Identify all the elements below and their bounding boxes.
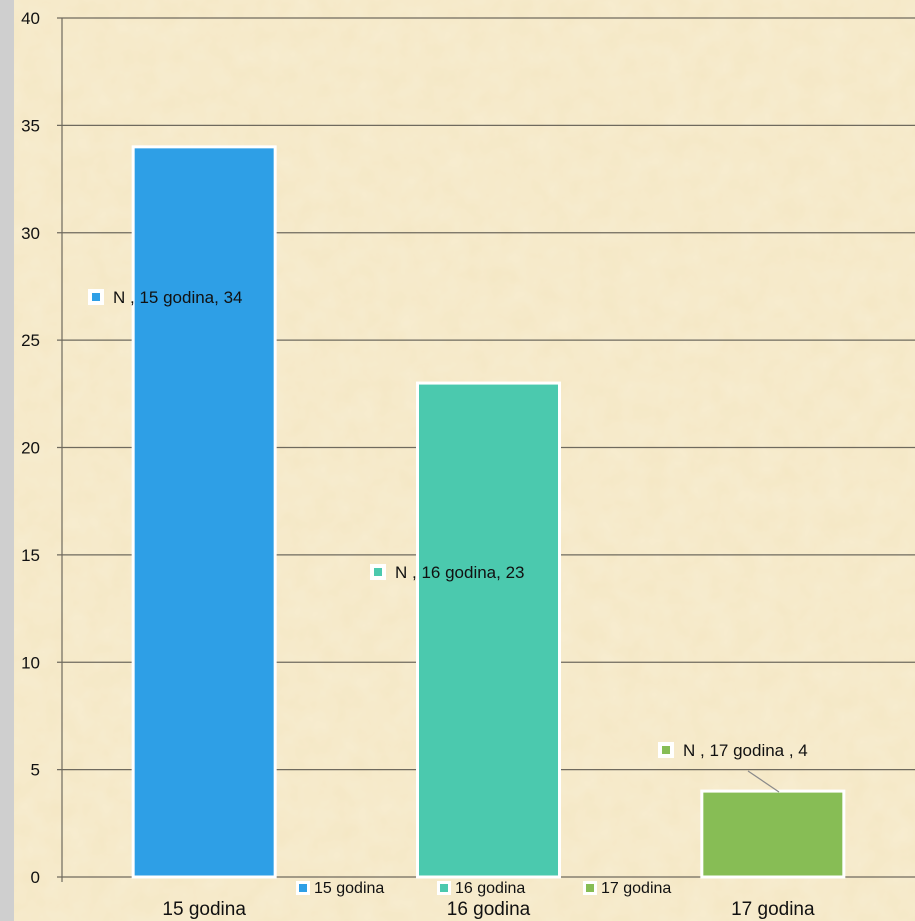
bar-1 <box>131 145 277 879</box>
legend-entry: 15 godina <box>314 880 384 897</box>
data-label-marker <box>374 568 382 576</box>
data-labels: N , 15 godina, 34 N , 16 godina, 23 N , 17… <box>88 288 808 793</box>
legend-entry: 16 godina <box>455 880 525 897</box>
legend-entry: 17 godina <box>601 880 671 897</box>
legend-marker <box>299 884 307 892</box>
y-tick-label: 0 <box>31 868 40 887</box>
y-tick-label: 20 <box>21 439 40 458</box>
y-tick-label: 25 <box>21 331 40 350</box>
y-tick-label: 10 <box>21 653 40 672</box>
y-axis-ticks: 0 5 10 15 20 25 30 35 40 <box>21 9 40 887</box>
data-label-marker <box>662 746 670 754</box>
y-tick-label: 15 <box>21 546 40 565</box>
data-label: N , 15 godina, 34 <box>113 288 242 307</box>
data-label-leader-line <box>747 770 780 793</box>
bars <box>131 145 846 879</box>
x-tick-label: 16 godina <box>447 899 531 920</box>
legend-marker <box>586 884 594 892</box>
left-frame <box>0 0 14 921</box>
data-label-marker <box>92 293 100 301</box>
y-tick-label: 5 <box>31 761 40 780</box>
legend: 15 godina 16 godina 17 godina <box>296 880 671 897</box>
bar-2 <box>416 381 561 879</box>
y-tick-label: 40 <box>21 9 40 28</box>
data-label: N , 16 godina, 23 <box>395 563 524 582</box>
x-axis-ticks: 15 godina 16 godina 17 godina <box>162 899 815 920</box>
x-tick-label: 17 godina <box>731 899 815 920</box>
legend-marker <box>440 884 448 892</box>
bar-3 <box>700 789 846 879</box>
y-tick-label: 35 <box>21 116 40 135</box>
data-label: N , 17 godina , 4 <box>683 741 808 760</box>
x-tick-label: 15 godina <box>162 899 246 920</box>
y-tick-label: 30 <box>21 224 40 243</box>
